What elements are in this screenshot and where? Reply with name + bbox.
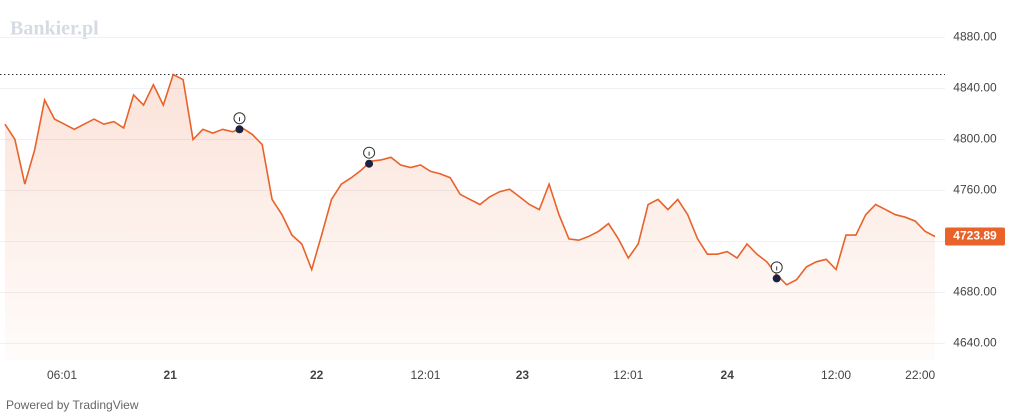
- y-tick-label: 4760.00: [953, 183, 997, 197]
- last-price-box: [945, 227, 1005, 246]
- event-marker: [772, 274, 781, 283]
- footer[interactable]: Powered by TradingView: [6, 398, 139, 412]
- y-tick-label: 4800.00: [953, 132, 997, 146]
- area-fill: [5, 74, 935, 360]
- x-tick-label: 24: [721, 368, 735, 382]
- x-tick-label: 21: [164, 368, 178, 382]
- y-tick-label: 4840.00: [953, 81, 997, 95]
- x-tick-label: 22: [310, 368, 324, 382]
- x-tick-label: 12:01: [410, 368, 440, 382]
- y-tick-label: 4680.00: [953, 285, 997, 299]
- watermark: Bankier.pl: [10, 18, 99, 40]
- x-tick-label: 23: [516, 368, 530, 382]
- event-marker: [235, 125, 244, 134]
- x-tick-label: 06:01: [47, 368, 77, 382]
- y-tick-label: 4880.00: [953, 30, 997, 44]
- x-tick-label: 12:01: [613, 368, 643, 382]
- last-price-label: 4723.89: [953, 229, 997, 243]
- x-tick-label: 12:00: [821, 368, 851, 382]
- x-tick-label: 22:00: [905, 368, 935, 382]
- event-marker: [365, 159, 374, 168]
- y-tick-label: 4640.00: [953, 336, 997, 350]
